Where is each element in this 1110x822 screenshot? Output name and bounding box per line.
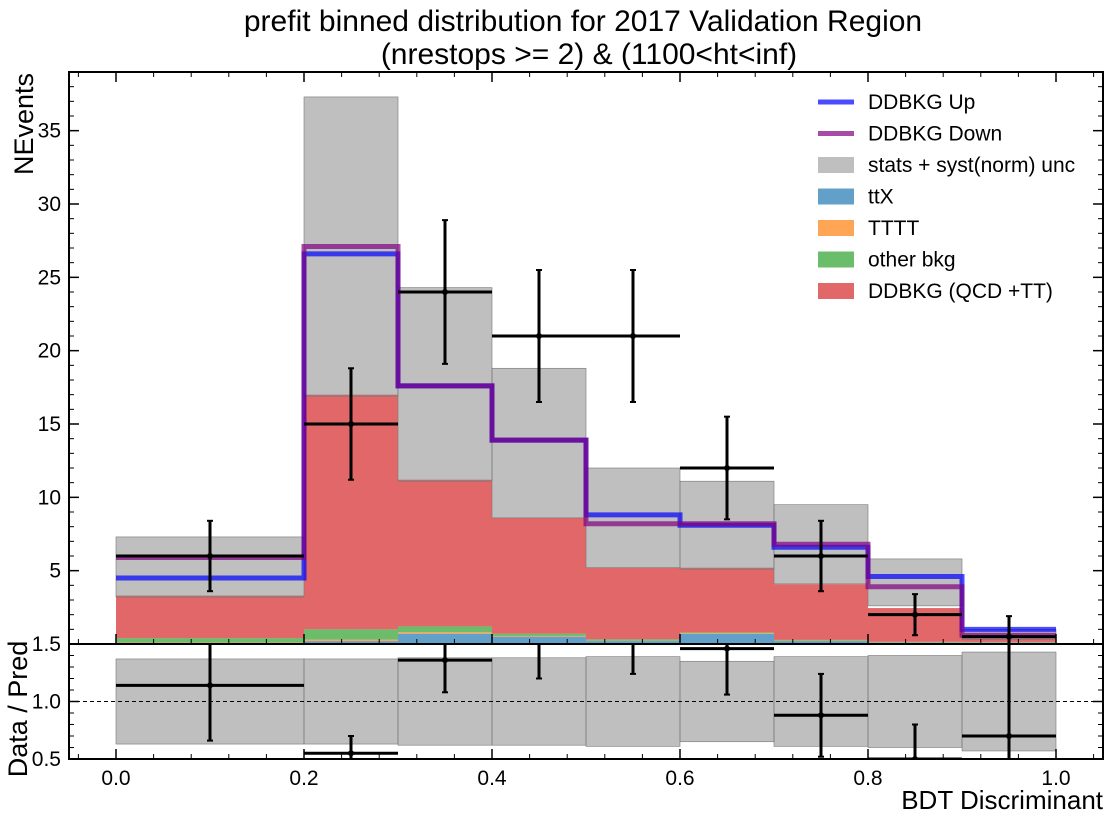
legend-swatch-other-bkg (818, 251, 854, 268)
data-point-1 (348, 421, 354, 427)
ratio-point-8 (1006, 733, 1012, 739)
stack-bar-tttt-1 (304, 639, 398, 642)
data-point-6 (818, 553, 824, 559)
stack-bar-other-bkg-2 (398, 626, 492, 633)
x-tick-label-1: 0.2 (289, 767, 318, 790)
y-tick-label-top-4: 25 (38, 266, 61, 289)
legend-swatch-ddbkg-qcd-tt- (818, 283, 854, 299)
x-axis-label: BDT Discriminant (901, 785, 1104, 815)
stack-bar-other-bkg-1 (304, 629, 398, 640)
y-tick-label-bottom-1: 1.0 (32, 691, 61, 714)
ratio-point-2 (442, 657, 448, 664)
stack-bar-ddbkg-qcd-tt--2 (398, 479, 492, 627)
legend-label-tttt: TTTT (868, 217, 919, 240)
y-tick-label-top-6: 35 (38, 120, 61, 143)
stack-bar-ddbkg-qcd-tt--4 (586, 567, 680, 640)
y-axis-label-top: NEvents (9, 73, 39, 175)
main-plot-area (115, 96, 1057, 644)
data-point-4 (630, 333, 636, 339)
legend-swatch-ttx (818, 188, 854, 205)
stack-bar-ttx-2 (398, 633, 492, 644)
data-point-3 (536, 333, 542, 339)
y-tick-label-top-5: 30 (38, 193, 61, 216)
stack-bar-tttt-3 (492, 635, 586, 637)
legend-swatch-stats-syst-norm-unc (818, 157, 854, 173)
unc-band-bin-4 (585, 467, 681, 569)
legend-label-other-bkg: other bkg (868, 249, 956, 272)
step-line-ddbkg-down (116, 244, 1056, 638)
x-tick-label-0: 0.0 (101, 767, 130, 790)
legend-label-ddbkg-down: DDBKG Down (868, 123, 1002, 146)
legend-label-ddbkg-up: DDBKG Up (868, 91, 975, 114)
legend: DDBKG Up DDBKG Down stats + syst(norm) unc… (818, 91, 1075, 303)
stack-bar-ttx-1 (304, 641, 398, 644)
y-tick-label-top-1: 10 (38, 486, 61, 509)
stack-bar-ddbkg-qcd-tt--6 (774, 584, 868, 640)
data-point-8 (1006, 633, 1012, 640)
stack-bar-ddbkg-qcd-tt--0 (116, 595, 304, 639)
x-tick-label-2: 0.4 (477, 767, 507, 790)
data-point-5 (724, 465, 730, 471)
y-tick-label-top-0: 5 (49, 560, 61, 583)
stack-bar-tttt-0 (116, 642, 304, 644)
stack-bar-ttx-4 (586, 641, 680, 644)
y-tick-label-top-3: 20 (38, 340, 61, 363)
y-axis-label-bottom: Data / Pred (3, 641, 33, 778)
stack-bar-other-bkg-5 (680, 632, 774, 633)
stack-bar-ddbkg-qcd-tt--5 (680, 567, 774, 633)
y-tick-label-top-2: 15 (38, 413, 61, 436)
legend-label-ttx: ttX (868, 186, 894, 209)
stack-bar-other-bkg-3 (492, 633, 586, 636)
stack-bar-ttx-6 (774, 641, 868, 644)
stack-bar-other-bkg-6 (774, 639, 868, 641)
stack-bar-ttx-5 (680, 633, 774, 644)
stack-bar-tttt-2 (398, 632, 492, 634)
ratio-point-1 (348, 750, 354, 757)
data-point-2 (442, 289, 448, 295)
y-tick-label-bottom-2: 1.5 (32, 633, 61, 656)
x-tick-label-3: 0.6 (665, 767, 694, 790)
ratio-panel: 0.0 0.2 0.4 0.6 0.8 1.0 0.5 1.0 1.5 (32, 633, 1104, 790)
ratio-point-5 (724, 645, 730, 652)
x-tick-label-5: 1.0 (1041, 767, 1070, 790)
legend-label-ddbkg-qcd-tt-: DDBKG (QCD +TT) (868, 280, 1053, 303)
legend-swatch-tttt (818, 220, 854, 236)
stack-bar-ttx-3 (492, 636, 586, 644)
stack-bar-other-bkg-4 (586, 639, 680, 641)
ratio-point-6 (818, 712, 824, 719)
x-tick-label-4: 0.8 (853, 767, 882, 790)
y-tick-label-bottom-0: 0.5 (32, 748, 61, 771)
ratio-point-0 (207, 682, 213, 689)
chart-title-line2: (nrestops >= 2) & (1100<ht<inf) (381, 38, 797, 71)
main-panel: 5 10 15 20 25 30 35 (38, 71, 1104, 645)
ratio-plot-area (69, 644, 1103, 759)
data-point-0 (207, 553, 213, 559)
step-line-ddbkg-up (116, 251, 1056, 632)
chart-title-line1: prefit binned distribution for 2017 Vali… (244, 5, 922, 38)
legend-label-stats-syst-norm-unc: stats + syst(norm) unc (868, 154, 1075, 177)
stack-bar-other-bkg-0 (116, 638, 304, 643)
stack-bar-ddbkg-qcd-tt--3 (492, 517, 586, 634)
stack-bar-tttt-5 (680, 633, 774, 634)
data-point-7 (912, 611, 918, 618)
